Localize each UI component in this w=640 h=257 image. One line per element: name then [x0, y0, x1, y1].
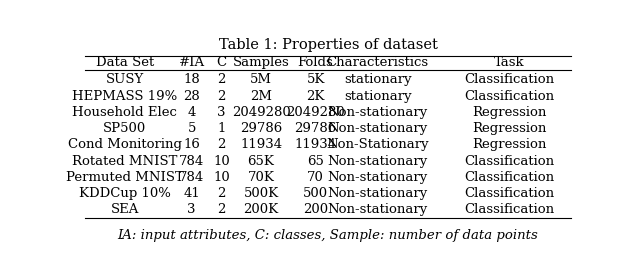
- Text: SUSY: SUSY: [106, 74, 144, 86]
- Text: C: C: [216, 56, 227, 69]
- Text: 2M: 2M: [250, 90, 272, 103]
- Text: 2049280: 2049280: [286, 106, 345, 119]
- Text: Regression: Regression: [472, 138, 546, 151]
- Text: Non-stationary: Non-stationary: [328, 203, 428, 216]
- Text: stationary: stationary: [344, 74, 412, 86]
- Text: 65K: 65K: [248, 154, 275, 168]
- Text: Task: Task: [493, 56, 524, 69]
- Text: Classification: Classification: [464, 74, 554, 86]
- Text: 784: 784: [179, 154, 204, 168]
- Text: 70K: 70K: [248, 171, 275, 184]
- Text: SEA: SEA: [111, 203, 139, 216]
- Text: 2: 2: [217, 203, 225, 216]
- Text: 500: 500: [303, 187, 328, 200]
- Text: 2049280: 2049280: [232, 106, 291, 119]
- Text: 11934: 11934: [240, 138, 282, 151]
- Text: 3: 3: [217, 106, 226, 119]
- Text: 16: 16: [183, 138, 200, 151]
- Text: 2: 2: [217, 138, 225, 151]
- Text: HEPMASS 19%: HEPMASS 19%: [72, 90, 177, 103]
- Text: 70: 70: [307, 171, 324, 184]
- Text: Non-stationary: Non-stationary: [328, 154, 428, 168]
- Text: Non-stationary: Non-stationary: [328, 187, 428, 200]
- Text: Non-stationary: Non-stationary: [328, 106, 428, 119]
- Text: SP500: SP500: [103, 122, 147, 135]
- Text: 65: 65: [307, 154, 324, 168]
- Text: 18: 18: [183, 74, 200, 86]
- Text: 500K: 500K: [243, 187, 278, 200]
- Text: 10: 10: [213, 171, 230, 184]
- Text: 3: 3: [188, 203, 196, 216]
- Text: KDDCup 10%: KDDCup 10%: [79, 187, 171, 200]
- Text: Non-stationary: Non-stationary: [328, 122, 428, 135]
- Text: 41: 41: [183, 187, 200, 200]
- Text: 28: 28: [183, 90, 200, 103]
- Text: 2: 2: [217, 74, 225, 86]
- Text: Rotated MNIST: Rotated MNIST: [72, 154, 177, 168]
- Text: Classification: Classification: [464, 154, 554, 168]
- Text: 2: 2: [217, 187, 225, 200]
- Text: Regression: Regression: [472, 106, 546, 119]
- Text: 5M: 5M: [250, 74, 272, 86]
- Text: Non-Stationary: Non-Stationary: [326, 138, 429, 151]
- Text: 1: 1: [217, 122, 225, 135]
- Text: 10: 10: [213, 154, 230, 168]
- Text: #IA: #IA: [179, 56, 205, 69]
- Text: 5: 5: [188, 122, 196, 135]
- Text: Regression: Regression: [472, 122, 546, 135]
- Text: Classification: Classification: [464, 203, 554, 216]
- Text: Non-stationary: Non-stationary: [328, 171, 428, 184]
- Text: stationary: stationary: [344, 90, 412, 103]
- Text: Table 1: Properties of dataset: Table 1: Properties of dataset: [219, 38, 437, 52]
- Text: Classification: Classification: [464, 90, 554, 103]
- Text: Classification: Classification: [464, 187, 554, 200]
- Text: Folds: Folds: [298, 56, 333, 69]
- Text: 200K: 200K: [243, 203, 278, 216]
- Text: 200: 200: [303, 203, 328, 216]
- Text: IA: input attributes, C: classes, Sample: number of data points: IA: input attributes, C: classes, Sample…: [118, 229, 538, 242]
- Text: Classification: Classification: [464, 171, 554, 184]
- Text: 29786: 29786: [240, 122, 282, 135]
- Text: 4: 4: [188, 106, 196, 119]
- Text: 29786: 29786: [294, 122, 337, 135]
- Text: 2K: 2K: [307, 90, 324, 103]
- Text: Characteristics: Characteristics: [326, 56, 429, 69]
- Text: Household Elec: Household Elec: [72, 106, 177, 119]
- Text: Data Set: Data Set: [95, 56, 154, 69]
- Text: Cond Monitoring: Cond Monitoring: [68, 138, 182, 151]
- Text: Permuted MNIST: Permuted MNIST: [66, 171, 184, 184]
- Text: 5K: 5K: [307, 74, 324, 86]
- Text: 2: 2: [217, 90, 225, 103]
- Text: 11934: 11934: [294, 138, 337, 151]
- Text: 784: 784: [179, 171, 204, 184]
- Text: Samples: Samples: [233, 56, 289, 69]
